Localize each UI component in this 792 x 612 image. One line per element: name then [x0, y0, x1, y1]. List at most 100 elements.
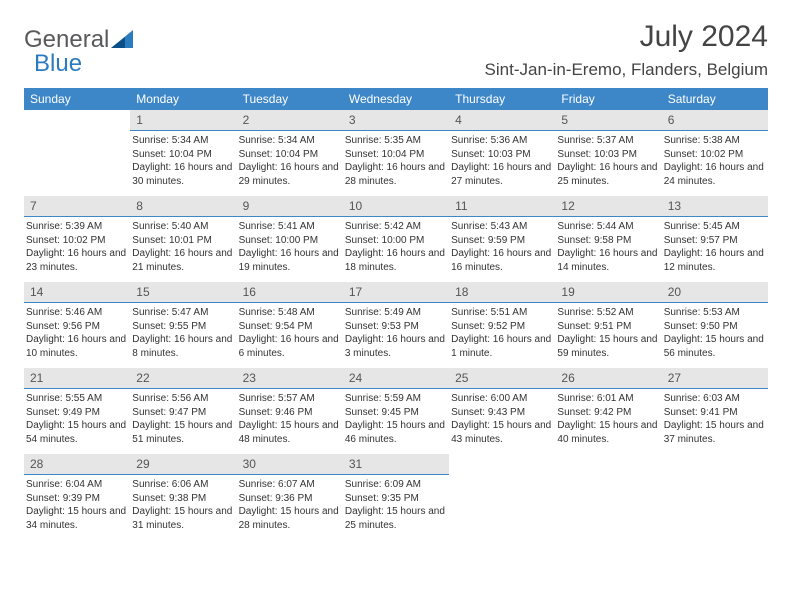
calendar-day-cell: 19Sunrise: 5:52 AMSunset: 9:51 PMDayligh… — [555, 282, 661, 368]
day-number: 26 — [555, 368, 661, 389]
day-detail: Sunrise: 5:57 AMSunset: 9:46 PMDaylight:… — [237, 389, 343, 446]
day-detail: Sunrise: 6:03 AMSunset: 9:41 PMDaylight:… — [662, 389, 768, 446]
day-number: 25 — [449, 368, 555, 389]
calendar-day-cell: 9Sunrise: 5:41 AMSunset: 10:00 PMDayligh… — [237, 196, 343, 282]
sunset-line: Sunset: 10:01 PM — [132, 234, 234, 248]
daylight-line: Daylight: 16 hours and 14 minutes. — [557, 247, 659, 274]
day-number: 30 — [237, 454, 343, 475]
calendar-week-row: 21Sunrise: 5:55 AMSunset: 9:49 PMDayligh… — [24, 368, 768, 454]
daylight-line: Daylight: 15 hours and 25 minutes. — [345, 505, 447, 532]
sunset-line: Sunset: 9:56 PM — [26, 320, 128, 334]
sunrise-line: Sunrise: 5:48 AM — [239, 306, 341, 320]
calendar-day-cell: 23Sunrise: 5:57 AMSunset: 9:46 PMDayligh… — [237, 368, 343, 454]
calendar-day-cell: 11Sunrise: 5:43 AMSunset: 9:59 PMDayligh… — [449, 196, 555, 282]
daylight-line: Daylight: 16 hours and 24 minutes. — [664, 161, 766, 188]
sunset-line: Sunset: 9:36 PM — [239, 492, 341, 506]
daylight-line: Daylight: 15 hours and 46 minutes. — [345, 419, 447, 446]
sunset-line: Sunset: 10:04 PM — [345, 148, 447, 162]
day-detail: Sunrise: 5:42 AMSunset: 10:00 PMDaylight… — [343, 217, 449, 274]
weekday-header: Tuesday — [237, 88, 343, 110]
calendar-body: 1Sunrise: 5:34 AMSunset: 10:04 PMDayligh… — [24, 110, 768, 540]
sunrise-line: Sunrise: 5:38 AM — [664, 134, 766, 148]
logo-text-blue: Blue — [34, 50, 82, 78]
calendar-day-cell: 6 Sunrise: 5:38 AMSunset: 10:02 PMDayligh… — [662, 110, 768, 196]
calendar-day-cell: 13Sunrise: 5:45 AMSunset: 9:57 PMDayligh… — [662, 196, 768, 282]
day-detail: Sunrise: 6:01 AMSunset: 9:42 PMDaylight:… — [555, 389, 661, 446]
sunset-line: Sunset: 10:03 PM — [557, 148, 659, 162]
sunrise-line: Sunrise: 5:36 AM — [451, 134, 553, 148]
sunset-line: Sunset: 9:41 PM — [664, 406, 766, 420]
daylight-line: Daylight: 16 hours and 28 minutes. — [345, 161, 447, 188]
sunset-line: Sunset: 9:45 PM — [345, 406, 447, 420]
sunrise-line: Sunrise: 5:42 AM — [345, 220, 447, 234]
day-number: 24 — [343, 368, 449, 389]
calendar-day-cell: 21Sunrise: 5:55 AMSunset: 9:49 PMDayligh… — [24, 368, 130, 454]
day-detail: Sunrise: 5:53 AMSunset: 9:50 PMDaylight:… — [662, 303, 768, 360]
day-number: 22 — [130, 368, 236, 389]
calendar-day-cell: 12Sunrise: 5:44 AMSunset: 9:58 PMDayligh… — [555, 196, 661, 282]
day-number: 6 — [662, 110, 768, 131]
day-detail: Sunrise: 5:40 AMSunset: 10:01 PMDaylight… — [130, 217, 236, 274]
day-detail: Sunrise: 5:51 AMSunset: 9:52 PMDaylight:… — [449, 303, 555, 360]
calendar-day-cell: 22Sunrise: 5:56 AMSunset: 9:47 PMDayligh… — [130, 368, 236, 454]
sunset-line: Sunset: 9:49 PM — [26, 406, 128, 420]
day-detail: Sunrise: 5:39 AMSunset: 10:02 PMDaylight… — [24, 217, 130, 274]
day-number: 12 — [555, 196, 661, 217]
sunrise-line: Sunrise: 6:04 AM — [26, 478, 128, 492]
sunset-line: Sunset: 9:35 PM — [345, 492, 447, 506]
month-title: July 2024 — [485, 20, 768, 54]
sunset-line: Sunset: 9:58 PM — [557, 234, 659, 248]
calendar-day-cell: 14Sunrise: 5:46 AMSunset: 9:56 PMDayligh… — [24, 282, 130, 368]
sunset-line: Sunset: 9:53 PM — [345, 320, 447, 334]
daylight-line: Daylight: 16 hours and 30 minutes. — [132, 161, 234, 188]
sunrise-line: Sunrise: 6:01 AM — [557, 392, 659, 406]
sunset-line: Sunset: 9:50 PM — [664, 320, 766, 334]
weekday-header: Monday — [130, 88, 236, 110]
sunrise-line: Sunrise: 6:06 AM — [132, 478, 234, 492]
daylight-line: Daylight: 16 hours and 21 minutes. — [132, 247, 234, 274]
header: General July 2024 Sint-Jan-in-Eremo, Fla… — [24, 20, 768, 86]
sunrise-line: Sunrise: 5:34 AM — [132, 134, 234, 148]
logo-triangle-icon — [111, 30, 133, 50]
calendar-header-row: SundayMondayTuesdayWednesdayThursdayFrid… — [24, 88, 768, 110]
day-number: 11 — [449, 196, 555, 217]
daylight-line: Daylight: 16 hours and 8 minutes. — [132, 333, 234, 360]
day-detail: Sunrise: 5:56 AMSunset: 9:47 PMDaylight:… — [130, 389, 236, 446]
daylight-line: Daylight: 15 hours and 43 minutes. — [451, 419, 553, 446]
calendar-day-cell: 2Sunrise: 5:34 AMSunset: 10:04 PMDayligh… — [237, 110, 343, 196]
day-number: 17 — [343, 282, 449, 303]
sunset-line: Sunset: 10:04 PM — [239, 148, 341, 162]
sunset-line: Sunset: 10:04 PM — [132, 148, 234, 162]
sunrise-line: Sunrise: 5:52 AM — [557, 306, 659, 320]
daylight-line: Daylight: 15 hours and 37 minutes. — [664, 419, 766, 446]
daylight-line: Daylight: 15 hours and 59 minutes. — [557, 333, 659, 360]
sunset-line: Sunset: 10:02 PM — [664, 148, 766, 162]
calendar-day-cell: 25Sunrise: 6:00 AMSunset: 9:43 PMDayligh… — [449, 368, 555, 454]
calendar-day-cell: 28Sunrise: 6:04 AMSunset: 9:39 PMDayligh… — [24, 454, 130, 540]
day-detail: Sunrise: 5:46 AMSunset: 9:56 PMDaylight:… — [24, 303, 130, 360]
sunset-line: Sunset: 9:39 PM — [26, 492, 128, 506]
sunrise-line: Sunrise: 5:43 AM — [451, 220, 553, 234]
day-number: 3 — [343, 110, 449, 131]
calendar-day-cell: 10Sunrise: 5:42 AMSunset: 10:00 PMDaylig… — [343, 196, 449, 282]
day-detail: Sunrise: 6:04 AMSunset: 9:39 PMDaylight:… — [24, 475, 130, 532]
day-number: 1 — [130, 110, 236, 131]
daylight-line: Daylight: 16 hours and 3 minutes. — [345, 333, 447, 360]
day-number: 2 — [237, 110, 343, 131]
sunset-line: Sunset: 9:38 PM — [132, 492, 234, 506]
daylight-line: Daylight: 16 hours and 1 minute. — [451, 333, 553, 360]
day-detail: Sunrise: 5:35 AMSunset: 10:04 PMDaylight… — [343, 131, 449, 188]
calendar-day-cell — [449, 454, 555, 540]
day-number: 31 — [343, 454, 449, 475]
daylight-line: Daylight: 15 hours and 28 minutes. — [239, 505, 341, 532]
daylight-line: Daylight: 16 hours and 18 minutes. — [345, 247, 447, 274]
calendar-day-cell: 27Sunrise: 6:03 AMSunset: 9:41 PMDayligh… — [662, 368, 768, 454]
sunrise-line: Sunrise: 6:03 AM — [664, 392, 766, 406]
sunrise-line: Sunrise: 6:07 AM — [239, 478, 341, 492]
day-detail: Sunrise: 6:00 AMSunset: 9:43 PMDaylight:… — [449, 389, 555, 446]
day-detail: Sunrise: 5:44 AMSunset: 9:58 PMDaylight:… — [555, 217, 661, 274]
sunrise-line: Sunrise: 5:55 AM — [26, 392, 128, 406]
sunset-line: Sunset: 9:55 PM — [132, 320, 234, 334]
calendar-day-cell — [555, 454, 661, 540]
sunset-line: Sunset: 9:51 PM — [557, 320, 659, 334]
